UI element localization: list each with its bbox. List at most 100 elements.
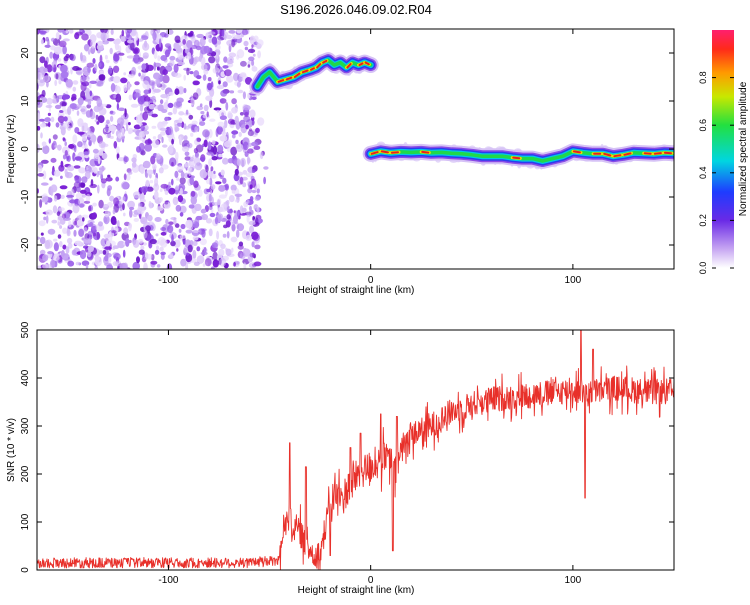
noise-speckle — [137, 206, 145, 214]
noise-speckle — [126, 122, 128, 131]
noise-speckle — [35, 113, 40, 121]
noise-speckle — [237, 261, 240, 264]
noise-speckle — [104, 204, 109, 207]
noise-speckle — [94, 64, 97, 72]
noise-speckle — [245, 47, 248, 51]
colorbar-tick-label: 0.0 — [698, 262, 708, 275]
noise-speckle — [54, 46, 62, 54]
noise-speckle — [140, 246, 144, 250]
noise-speckle — [58, 234, 62, 239]
noise-speckle — [117, 123, 121, 130]
ridge-peak — [614, 155, 620, 156]
snr-series-line — [37, 330, 674, 570]
noise-speckle — [161, 109, 167, 113]
noise-speckle — [247, 148, 254, 153]
noise-speckle — [106, 240, 111, 246]
noise-speckle — [226, 75, 233, 83]
noise-speckle — [51, 220, 57, 224]
noise-speckle — [237, 82, 241, 88]
noise-speckle — [128, 223, 132, 232]
noise-speckle — [180, 259, 186, 267]
noise-speckle — [168, 188, 175, 195]
noise-speckle — [103, 250, 107, 255]
noise-speckle — [111, 230, 116, 233]
noise-speckle — [95, 257, 102, 266]
noise-speckle — [165, 191, 169, 195]
noise-speckle — [80, 52, 83, 61]
noise-speckle — [175, 152, 179, 161]
noise-speckle — [212, 36, 218, 44]
noise-speckle — [49, 52, 53, 59]
noise-speckle — [59, 225, 62, 229]
noise-speckle — [42, 141, 47, 146]
noise-speckle — [220, 244, 226, 250]
noise-speckle — [105, 55, 108, 60]
noise-speckle — [63, 38, 70, 41]
noise-speckle — [231, 248, 233, 253]
noise-speckle — [138, 73, 141, 77]
noise-speckle — [182, 146, 189, 152]
noise-speckle — [82, 260, 90, 266]
colorbar-label: Normalized spectral amplitude — [738, 81, 749, 216]
noise-speckle — [118, 53, 125, 56]
noise-speckle — [184, 123, 187, 129]
noise-speckle — [101, 32, 107, 41]
noise-speckle — [215, 217, 218, 224]
noise-speckle — [249, 110, 255, 118]
ridge-peak — [392, 152, 398, 153]
noise-speckle — [75, 32, 83, 36]
noise-speckle — [238, 90, 244, 94]
noise-speckle — [218, 80, 221, 84]
noise-speckle — [115, 177, 119, 182]
noise-speckle — [161, 253, 165, 260]
noise-speckle — [223, 81, 228, 87]
noise-speckle — [178, 195, 183, 202]
noise-speckle — [185, 220, 192, 229]
noise-speckle — [171, 179, 174, 186]
noise-speckle — [97, 41, 102, 46]
noise-speckle — [243, 170, 248, 175]
noise-speckle — [82, 30, 85, 33]
noise-speckle — [86, 264, 89, 268]
noise-speckle — [81, 82, 87, 91]
noise-speckle — [227, 209, 233, 213]
noise-speckle — [222, 158, 229, 165]
noise-speckle — [73, 87, 77, 92]
noise-speckle — [255, 196, 261, 201]
noise-speckle — [59, 41, 67, 48]
noise-speckle — [213, 146, 217, 155]
noise-speckle — [204, 247, 207, 253]
noise-speckle — [76, 104, 81, 108]
noise-speckle — [105, 210, 110, 217]
noise-speckle — [60, 176, 63, 179]
noise-speckle — [129, 95, 133, 101]
noise-speckle — [113, 54, 119, 62]
noise-speckle — [181, 172, 185, 178]
noise-speckle — [247, 156, 250, 165]
noise-speckle — [165, 49, 170, 57]
noise-speckle — [118, 133, 122, 139]
noise-speckle — [110, 116, 113, 122]
noise-speckle — [249, 221, 256, 225]
noise-speckle — [178, 52, 184, 60]
noise-speckle — [220, 204, 227, 212]
noise-speckle — [169, 126, 173, 135]
noise-speckle — [188, 245, 193, 253]
noise-speckle — [186, 110, 189, 115]
noise-speckle — [79, 203, 84, 207]
noise-speckle — [134, 59, 141, 64]
noise-speckle — [185, 162, 190, 167]
noise-speckle — [73, 230, 76, 237]
noise-speckle — [51, 117, 55, 122]
noise-speckle — [209, 119, 215, 122]
noise-speckle — [97, 81, 104, 87]
noise-speckle — [191, 191, 196, 197]
noise-speckle — [161, 121, 168, 124]
noise-speckle — [240, 253, 246, 260]
noise-speckle — [56, 32, 60, 40]
noise-speckle — [113, 66, 119, 73]
noise-speckle — [234, 35, 241, 39]
noise-speckle — [190, 240, 194, 245]
noise-speckle — [44, 75, 50, 82]
noise-speckle — [91, 179, 94, 186]
